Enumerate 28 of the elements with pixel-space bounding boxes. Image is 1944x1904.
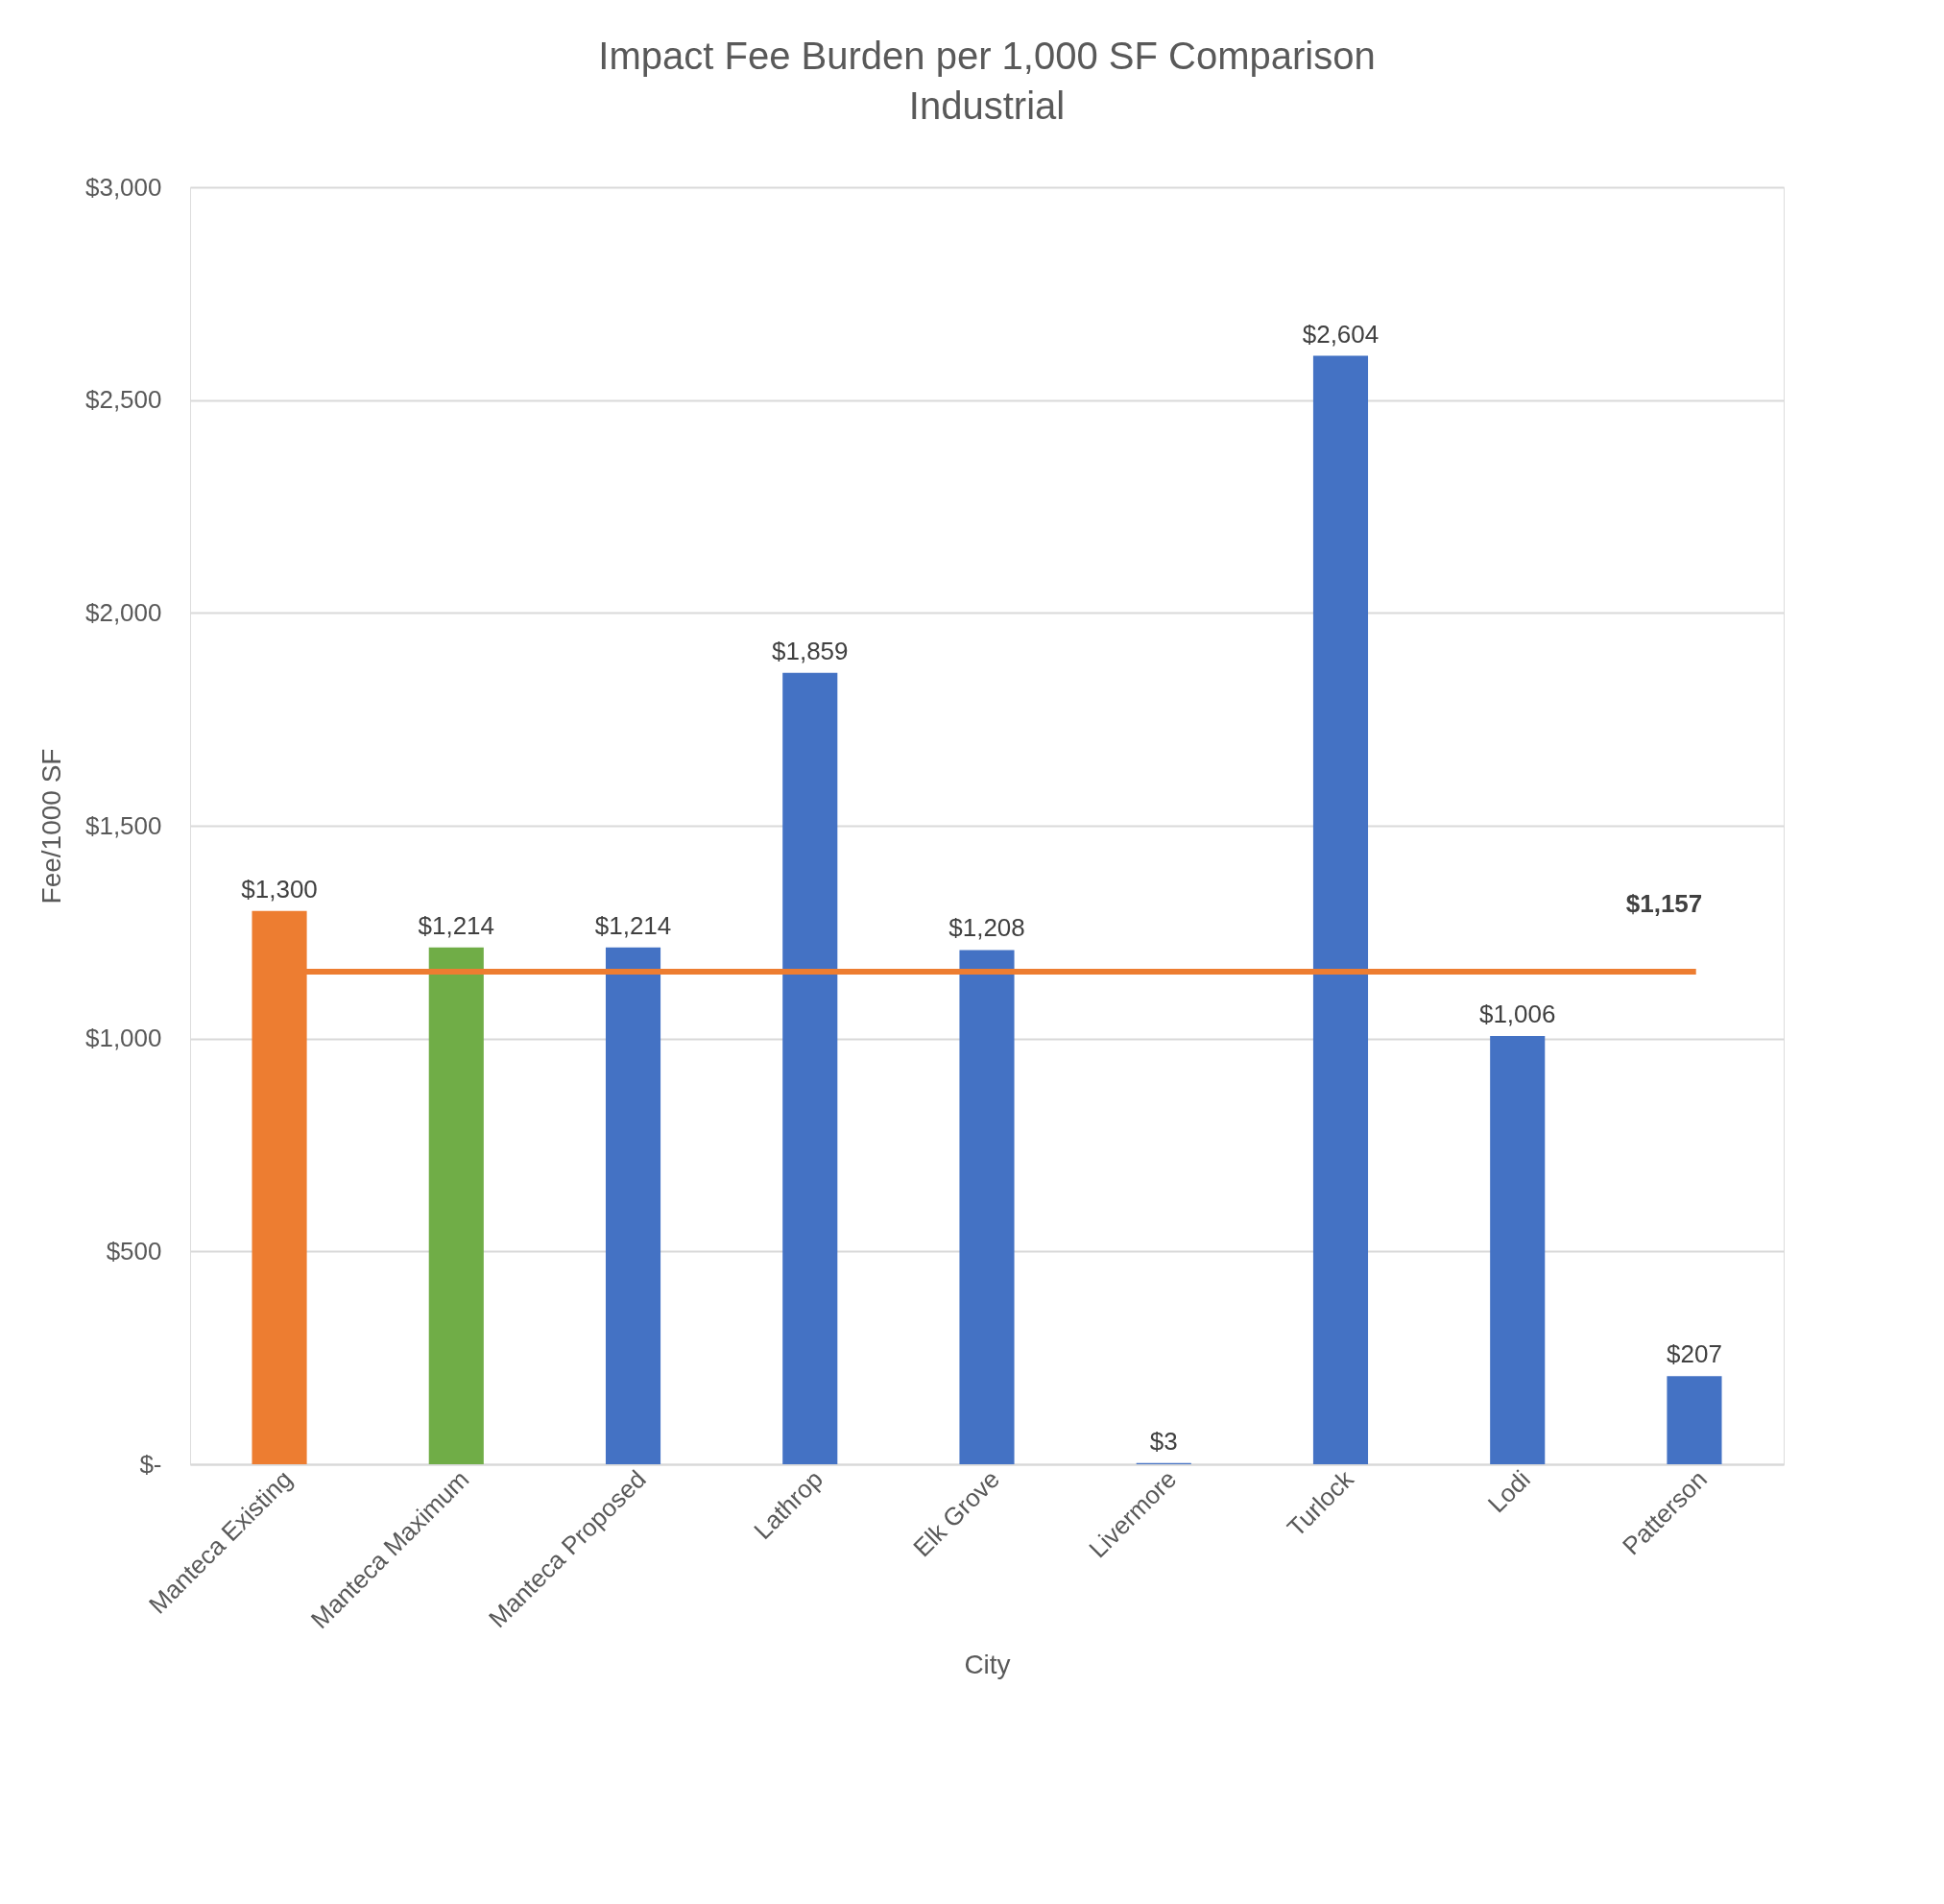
bar [1312, 355, 1369, 1464]
data-label: $1,006 [1478, 1000, 1556, 1029]
y-axis-title: Fee/1000 SF [36, 748, 66, 904]
y-tick-label: $500 [106, 1236, 162, 1265]
bar [428, 947, 484, 1464]
chart-subtitle: Industrial [908, 84, 1066, 127]
x-axis-title: City [964, 1650, 1011, 1680]
bar [1667, 1376, 1722, 1464]
data-label: $1,208 [948, 913, 1025, 943]
data-label: $1,859 [771, 636, 849, 665]
bar [959, 950, 1015, 1464]
y-tick-label: $1,500 [84, 810, 162, 840]
data-label: $2,604 [1302, 319, 1380, 349]
y-tick-label: $2,500 [84, 385, 162, 415]
bar [782, 672, 838, 1464]
bar [1490, 1036, 1546, 1464]
y-tick-label: $2,000 [84, 597, 162, 627]
y-tick-label: $3,000 [84, 172, 162, 202]
data-label: $1,300 [241, 874, 318, 904]
ref-line-label: $1,157 [1625, 889, 1703, 919]
chart-title: Impact Fee Burden per 1,000 SF Comparison [598, 35, 1376, 77]
data-label: $1,214 [418, 910, 495, 940]
bar [605, 947, 661, 1464]
data-label: $207 [1667, 1339, 1722, 1369]
data-label: $1,214 [594, 910, 672, 940]
data-label: $3 [1149, 1426, 1178, 1456]
y-tick-label: $- [139, 1449, 162, 1479]
y-tick-label: $1,000 [84, 1024, 162, 1053]
